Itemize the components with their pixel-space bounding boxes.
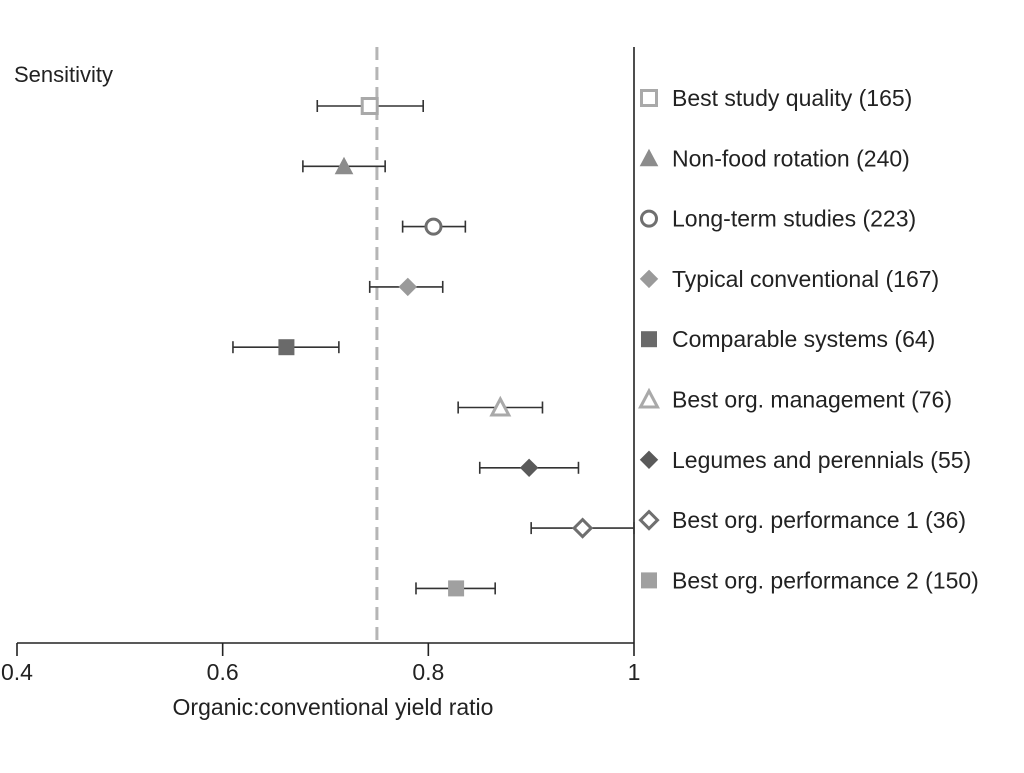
row-label: Best org. management (76) — [672, 387, 952, 413]
legend-marker — [638, 387, 660, 409]
estimate-row — [530, 509, 660, 539]
legend-marker — [641, 572, 657, 589]
estimate-row — [368, 269, 659, 297]
estimate-row — [232, 331, 657, 356]
legend-marker — [638, 509, 660, 531]
estimate-row — [457, 387, 660, 417]
x-axis-title: Organic:conventional yield ratio — [173, 694, 494, 720]
point-estimate — [448, 580, 465, 597]
row-label: Legumes and perennials (55) — [672, 447, 971, 473]
point-estimate — [278, 339, 295, 356]
row-label: Best org. performance 1 (36) — [672, 507, 966, 533]
legend-marker — [639, 269, 659, 289]
estimate-row — [478, 450, 659, 478]
row-label: Best study quality (165) — [672, 85, 912, 111]
estimate-row — [302, 148, 659, 175]
legend-marker — [639, 450, 659, 470]
legend-marker — [640, 209, 658, 228]
point-estimate — [424, 217, 443, 236]
legend-marker — [639, 148, 659, 167]
estimate-row — [316, 89, 658, 115]
x-tick-label: 0.6 — [207, 659, 239, 685]
x-tick-label: 1 — [628, 659, 641, 685]
point-estimate — [360, 97, 379, 115]
point-estimate — [334, 156, 354, 175]
row-label: Typical conventional (167) — [672, 266, 939, 292]
point-estimate — [398, 277, 417, 297]
row-label: Long-term studies (223) — [672, 206, 916, 232]
row-label: Best org. performance 2 (150) — [672, 567, 979, 593]
x-tick-label: 0.4 — [1, 659, 33, 685]
row-label: Comparable systems (64) — [672, 326, 935, 352]
row-label: Non-food rotation (240) — [672, 145, 910, 171]
x-tick-label: 0.8 — [412, 659, 444, 685]
legend-marker — [640, 89, 658, 107]
estimate-row — [401, 209, 658, 236]
panel-title: Sensitivity — [14, 62, 113, 87]
point-estimate — [489, 395, 512, 417]
estimate-row — [415, 572, 657, 597]
point-estimate — [571, 517, 594, 539]
point-estimate — [519, 458, 539, 478]
legend-marker — [641, 331, 657, 348]
